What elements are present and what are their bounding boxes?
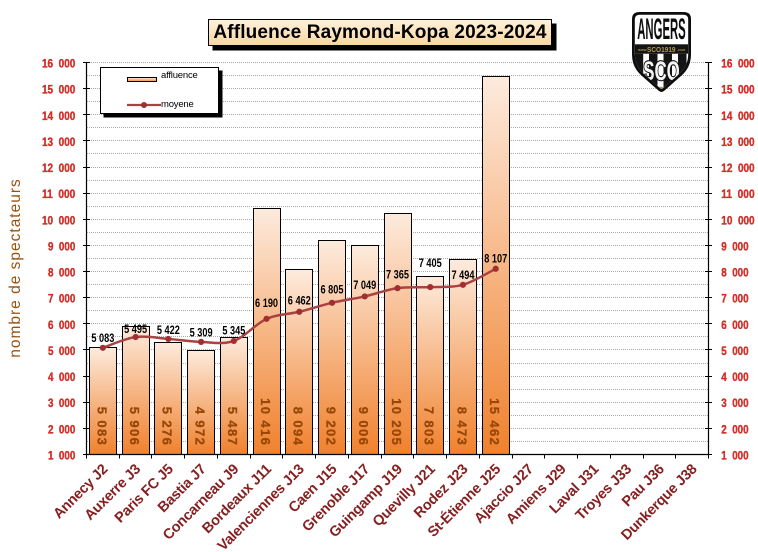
svg-text:13 000: 13 000: [42, 135, 76, 149]
svg-text:1 000: 1 000: [48, 449, 76, 463]
svg-text:3 000: 3 000: [48, 396, 76, 410]
svg-text:9 000: 9 000: [721, 239, 749, 253]
svg-text:8 000: 8 000: [48, 266, 76, 280]
svg-text:4 972: 4 972: [192, 407, 207, 447]
svg-text:16 000: 16 000: [721, 57, 755, 71]
svg-text:5 000: 5 000: [721, 344, 749, 358]
svg-text:.COM: .COM: [677, 48, 685, 52]
svg-text:8 094: 8 094: [291, 407, 306, 447]
svg-text:5 906: 5 906: [127, 407, 142, 447]
svg-text:9 000: 9 000: [48, 239, 76, 253]
svg-text:7 494: 7 494: [451, 268, 474, 282]
svg-text:7 000: 7 000: [721, 292, 749, 306]
svg-text:10 000: 10 000: [42, 213, 76, 227]
svg-text:5 276: 5 276: [160, 407, 175, 447]
svg-text:12 000: 12 000: [721, 161, 755, 175]
svg-text:5 487: 5 487: [225, 407, 240, 447]
svg-text:10 205: 10 205: [389, 398, 404, 446]
svg-text:15 000: 15 000: [721, 83, 755, 97]
svg-text:11 000: 11 000: [42, 187, 76, 201]
svg-text:5 000: 5 000: [48, 344, 76, 358]
svg-text:9 006: 9 006: [356, 407, 371, 447]
svg-text:5 422: 5 422: [157, 323, 180, 337]
svg-text:15 000: 15 000: [42, 83, 76, 97]
svg-text:5 345: 5 345: [222, 323, 245, 337]
svg-text:ANGERS: ANGERS: [637, 13, 686, 46]
svg-text:7 049: 7 049: [353, 278, 376, 292]
svg-text:6 805: 6 805: [321, 283, 344, 297]
svg-text:14 000: 14 000: [721, 109, 755, 123]
svg-text:SCO1919: SCO1919: [647, 45, 676, 54]
svg-text:2 000: 2 000: [48, 422, 76, 436]
svg-text:10 416: 10 416: [258, 398, 273, 446]
svg-text:7 405: 7 405: [419, 256, 442, 270]
svg-text:7 803: 7 803: [422, 407, 437, 447]
svg-text:4 000: 4 000: [721, 370, 749, 384]
svg-text:6 000: 6 000: [721, 318, 749, 332]
svg-text:8 000: 8 000: [721, 266, 749, 280]
svg-text:nombre de spectateurs: nombre de spectateurs: [7, 178, 24, 358]
svg-text:5 083: 5 083: [94, 407, 109, 447]
svg-text:12 000: 12 000: [42, 161, 76, 175]
svg-text:9 202: 9 202: [323, 407, 338, 447]
svg-text:5 495: 5 495: [124, 322, 147, 336]
svg-text:4 000: 4 000: [48, 370, 76, 384]
svg-text:6 462: 6 462: [288, 293, 311, 307]
svg-text:16 000: 16 000: [42, 57, 76, 71]
svg-text:7 365: 7 365: [386, 268, 409, 282]
svg-text:5 309: 5 309: [190, 326, 213, 340]
svg-text:5 083: 5 083: [91, 331, 114, 345]
svg-text:13 000: 13 000: [721, 135, 755, 149]
svg-text:1 000: 1 000: [721, 449, 749, 463]
svg-text:10 000: 10 000: [721, 213, 755, 227]
svg-text:6 190: 6 190: [255, 296, 278, 310]
svg-text:8 473: 8 473: [454, 407, 469, 447]
svg-text:2 000: 2 000: [721, 422, 749, 436]
svg-text:7 000: 7 000: [48, 292, 76, 306]
svg-text:8 107: 8 107: [484, 252, 507, 266]
svg-text:WWW.: WWW.: [638, 48, 647, 52]
svg-text:6 000: 6 000: [48, 318, 76, 332]
svg-text:14 000: 14 000: [42, 109, 76, 123]
svg-text:15 462: 15 462: [487, 398, 502, 446]
svg-text:11 000: 11 000: [721, 187, 755, 201]
svg-text:3 000: 3 000: [721, 396, 749, 410]
